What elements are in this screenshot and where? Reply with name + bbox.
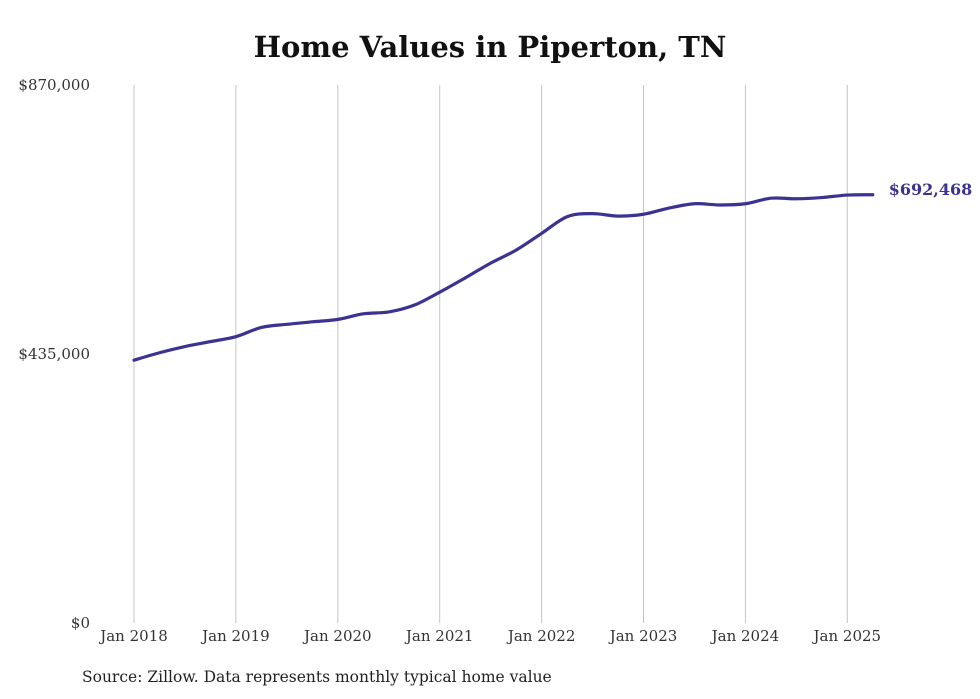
- gridlines: [133, 85, 848, 623]
- source-note: Source: Zillow. Data represents monthly …: [82, 668, 552, 686]
- x-axis-labels: Jan 2018 Jan 2019 Jan 2020 Jan 2021 Jan 2022…: [98, 627, 881, 645]
- x-tick-label: Jan 2019: [200, 627, 270, 645]
- y-tick-label: $435,000: [18, 345, 90, 363]
- series-home-value: [132, 193, 875, 362]
- x-tick-label: Jan 2022: [506, 627, 576, 645]
- series-line: [132, 193, 875, 362]
- x-tick-label: Jan 2018: [98, 627, 168, 645]
- y-axis-labels: $0 $435,000 $870,000: [18, 76, 90, 632]
- end-value-label: $692,468: [889, 180, 973, 199]
- chart-title: Home Values in Piperton, TN: [253, 30, 727, 64]
- x-tick-label: Jan 2024: [710, 627, 780, 645]
- y-tick-label: $0: [71, 614, 90, 632]
- x-tick-label: Jan 2025: [812, 627, 882, 645]
- x-tick-label: Jan 2020: [302, 627, 372, 645]
- x-tick-label: Jan 2023: [608, 627, 678, 645]
- end-value-annotation: $692,468: [889, 180, 973, 199]
- y-tick-label: $870,000: [18, 76, 90, 94]
- x-tick-label: Jan 2021: [404, 627, 474, 645]
